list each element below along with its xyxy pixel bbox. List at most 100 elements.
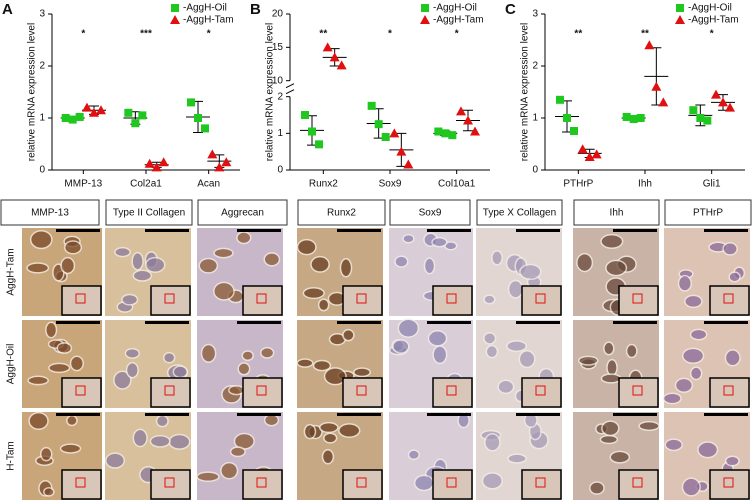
- significance: *: [388, 29, 392, 40]
- data-point: [718, 97, 728, 107]
- inset: [618, 285, 659, 316]
- inset-roi: [632, 477, 643, 488]
- x-tick-label: Ihh: [638, 179, 652, 190]
- legend-label: -AggH-Tam: [688, 15, 739, 26]
- column-header: Ihh: [610, 208, 624, 219]
- inset: [61, 285, 102, 316]
- y-axis-title: relative mRNA expression level: [27, 23, 38, 161]
- x-tick-label: Acan: [197, 179, 220, 190]
- legend-label: -AggH-Oil: [433, 3, 477, 14]
- cell: [662, 392, 682, 405]
- panel-label: A: [2, 1, 13, 18]
- row-label: H-Tam: [6, 441, 17, 470]
- cell: [228, 385, 245, 396]
- y-axis-title: relative mRNA expression level: [520, 23, 531, 161]
- cell: [131, 251, 144, 271]
- cell: [149, 434, 171, 448]
- cell: [638, 420, 660, 432]
- cell: [259, 346, 275, 359]
- data-point: [367, 101, 376, 110]
- x-tick-label: MMP-13: [64, 179, 102, 190]
- cell: [600, 373, 622, 384]
- column-header: PTHrP: [693, 208, 723, 219]
- cell: [392, 339, 410, 354]
- cell: [599, 434, 619, 445]
- data-point: [138, 111, 147, 120]
- data-point: [441, 129, 450, 138]
- cell: [323, 432, 338, 444]
- inset-roi: [356, 477, 367, 488]
- significance: **: [319, 29, 327, 40]
- data-point: [420, 15, 430, 24]
- cell: [310, 255, 330, 273]
- cell: [689, 366, 703, 381]
- cell: [589, 481, 605, 495]
- data-point: [403, 159, 414, 169]
- cell: [155, 414, 169, 428]
- inset: [521, 469, 562, 500]
- scale-bar: [145, 321, 189, 324]
- data-point: [651, 81, 662, 91]
- inset-roi: [535, 293, 546, 304]
- cell: [39, 446, 53, 462]
- scale-bar: [145, 413, 189, 416]
- cell: [697, 441, 719, 459]
- data-point: [584, 152, 595, 161]
- cell: [609, 450, 631, 464]
- cell: [576, 252, 594, 273]
- inset: [61, 377, 102, 408]
- scale-bar: [427, 321, 471, 324]
- data-point: [61, 114, 70, 122]
- column-header: Type II Collagen: [113, 208, 185, 219]
- scale-bar: [516, 321, 560, 324]
- inset-roi: [356, 385, 367, 396]
- cell: [600, 233, 624, 249]
- y-tick-label: 0: [277, 165, 283, 176]
- inset: [618, 377, 659, 408]
- cell: [728, 271, 741, 283]
- y-tick-label: 15: [272, 42, 284, 53]
- column-header-box: [197, 199, 288, 226]
- x-tick-label: Col2a1: [130, 179, 162, 190]
- inset: [709, 469, 750, 500]
- scale-bar: [337, 229, 381, 232]
- significance: *: [207, 29, 211, 40]
- cell: [339, 258, 353, 278]
- cell: [69, 355, 85, 372]
- cell: [263, 413, 280, 427]
- y-tick-label: 2: [532, 61, 538, 72]
- data-point: [381, 133, 390, 142]
- inset-roi: [75, 293, 86, 304]
- cell: [497, 379, 515, 395]
- significance: ***: [140, 29, 152, 40]
- scale-bar: [516, 413, 560, 416]
- inset-roi: [75, 477, 86, 488]
- data-point: [144, 158, 155, 168]
- column-header-box: [297, 199, 386, 226]
- cell: [506, 340, 527, 353]
- data-point: [396, 146, 407, 156]
- cell: [484, 433, 501, 452]
- inset-roi: [446, 477, 457, 488]
- inset-roi: [535, 385, 546, 396]
- scale-bar: [613, 413, 657, 416]
- data-point: [201, 124, 210, 133]
- data-point: [329, 52, 340, 62]
- cell: [338, 423, 361, 438]
- cell: [407, 449, 421, 461]
- cell: [220, 461, 239, 480]
- cell: [722, 242, 738, 256]
- cell: [321, 448, 335, 465]
- inset-roi: [632, 293, 643, 304]
- cell: [213, 281, 235, 301]
- data-point: [629, 115, 638, 124]
- y-tick-label: 0: [39, 165, 45, 176]
- scale-bar: [56, 321, 100, 324]
- y-tick-label: 0: [532, 165, 538, 176]
- data-point: [95, 105, 106, 115]
- cell: [681, 477, 701, 497]
- cell: [237, 362, 251, 376]
- data-point: [703, 116, 712, 125]
- cell: [603, 341, 615, 356]
- cell: [172, 365, 189, 379]
